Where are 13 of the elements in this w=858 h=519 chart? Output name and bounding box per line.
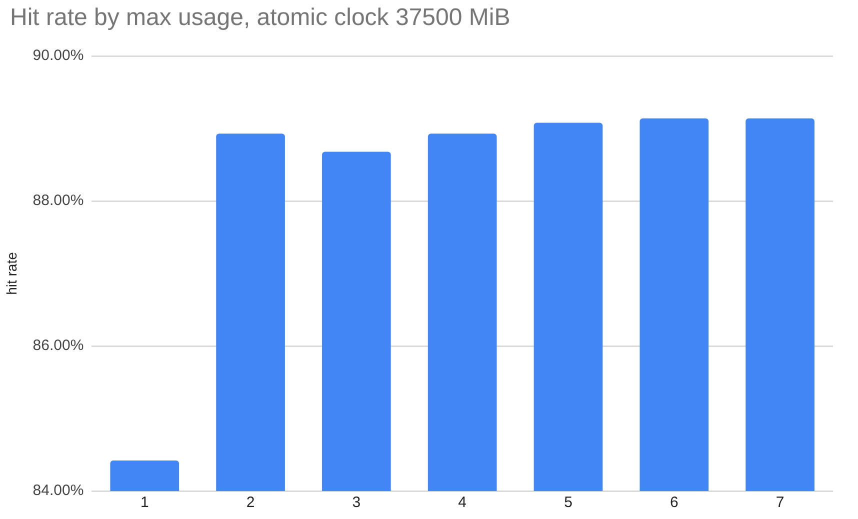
x-tick-label: 6 <box>670 494 678 512</box>
chart-title: Hit rate by max usage, atomic clock 37500 MiB <box>10 4 510 32</box>
y-tick-label: 84.00% <box>32 482 84 500</box>
y-tick-label: 90.00% <box>32 47 84 64</box>
y-tick-label: 88.00% <box>32 192 84 210</box>
x-tick-label: 3 <box>352 494 361 512</box>
x-tick-label: 5 <box>564 494 572 512</box>
x-tick-label: 2 <box>246 494 255 512</box>
y-tick-label: 86.00% <box>32 337 84 354</box>
x-tick-label: 7 <box>776 494 784 512</box>
x-tick-label: 1 <box>140 494 149 512</box>
x-tick-label: 4 <box>458 494 467 512</box>
y-axis-title: hit rate <box>3 252 20 295</box>
